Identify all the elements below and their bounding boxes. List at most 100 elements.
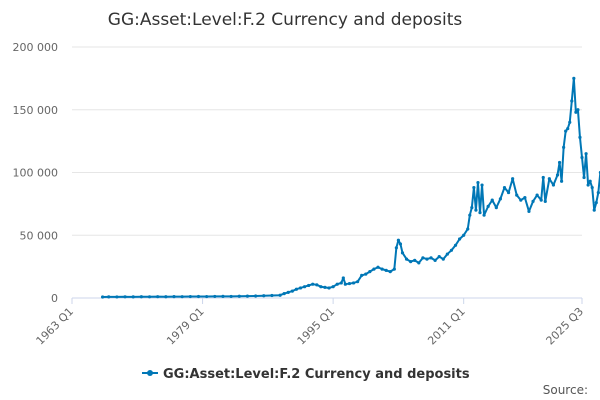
data-point[interactable] (237, 294, 241, 298)
data-point[interactable] (413, 258, 417, 262)
data-point[interactable] (547, 177, 551, 181)
data-point[interactable] (480, 183, 484, 187)
data-point[interactable] (592, 208, 596, 212)
data-point[interactable] (590, 185, 594, 190)
data-point[interactable] (588, 179, 592, 183)
data-point[interactable] (196, 294, 201, 299)
data-point[interactable] (472, 185, 476, 190)
data-point[interactable] (364, 272, 368, 276)
data-point[interactable] (566, 126, 570, 131)
data-point[interactable] (527, 209, 531, 214)
data-point[interactable] (568, 120, 572, 124)
data-point[interactable] (502, 185, 507, 190)
data-point[interactable] (555, 173, 560, 177)
data-point[interactable] (131, 295, 135, 299)
data-point[interactable] (468, 213, 472, 217)
data-point[interactable] (417, 261, 421, 265)
data-point[interactable] (557, 160, 562, 165)
data-point[interactable] (462, 233, 466, 237)
data-point[interactable] (562, 145, 566, 149)
data-point[interactable] (582, 175, 586, 180)
data-point[interactable] (535, 193, 539, 197)
data-point[interactable] (341, 276, 345, 280)
data-point[interactable] (453, 243, 458, 247)
data-point[interactable] (347, 281, 352, 286)
data-point[interactable] (572, 76, 576, 80)
data-point[interactable] (476, 180, 480, 185)
data-point[interactable] (307, 283, 311, 288)
data-point[interactable] (560, 179, 564, 183)
data-point[interactable] (421, 256, 425, 260)
data-point[interactable] (486, 204, 490, 208)
data-point[interactable] (570, 99, 574, 103)
data-point[interactable] (298, 286, 303, 290)
data-point[interactable] (466, 227, 470, 231)
data-point[interactable] (245, 294, 250, 298)
data-point[interactable] (392, 267, 396, 271)
data-point[interactable] (278, 293, 282, 297)
data-point[interactable] (356, 280, 360, 284)
data-point[interactable] (290, 289, 294, 293)
data-point[interactable] (490, 198, 494, 202)
data-point[interactable] (164, 295, 168, 299)
data-point[interactable] (376, 265, 380, 269)
data-point[interactable] (478, 211, 482, 215)
data-point[interactable] (294, 287, 298, 291)
data-point[interactable] (596, 190, 600, 195)
data-point[interactable] (339, 281, 343, 285)
data-point[interactable] (594, 201, 598, 205)
data-point[interactable] (156, 295, 160, 299)
data-point[interactable] (286, 290, 290, 294)
data-point[interactable] (180, 295, 184, 299)
data-point[interactable] (515, 193, 519, 197)
legend[interactable]: GG:Asset:Level:F.2 Currency and deposits (142, 367, 470, 382)
data-point[interactable] (123, 295, 127, 299)
data-point[interactable] (578, 135, 582, 139)
data-point[interactable] (474, 208, 478, 212)
data-point[interactable] (586, 183, 590, 187)
data-point[interactable] (580, 155, 584, 160)
data-point[interactable] (139, 295, 143, 299)
data-point[interactable] (506, 190, 511, 195)
data-point[interactable] (205, 294, 209, 299)
data-point[interactable] (101, 295, 105, 299)
data-point[interactable] (482, 213, 486, 217)
data-point[interactable] (270, 293, 274, 298)
data-point[interactable] (262, 294, 266, 298)
data-point[interactable] (409, 260, 413, 264)
data-point[interactable] (470, 206, 474, 210)
data-point[interactable] (221, 294, 225, 298)
data-point[interactable] (302, 285, 307, 289)
data-point[interactable] (229, 294, 233, 299)
data-point[interactable] (404, 257, 409, 261)
data-point[interactable] (315, 283, 319, 287)
data-point[interactable] (523, 196, 527, 200)
data-point[interactable] (254, 294, 258, 298)
data-point[interactable] (433, 258, 437, 262)
data-point[interactable] (519, 198, 523, 202)
data-point[interactable] (441, 257, 445, 261)
data-point[interactable] (147, 295, 152, 299)
data-point[interactable] (323, 285, 327, 289)
data-point[interactable] (331, 285, 335, 289)
data-point[interactable] (458, 237, 462, 241)
data-point[interactable] (384, 268, 388, 272)
data-point[interactable] (576, 108, 580, 112)
data-point[interactable] (396, 238, 400, 242)
data-point[interactable] (539, 198, 543, 202)
data-point[interactable] (574, 110, 578, 114)
data-point[interactable] (498, 197, 502, 201)
data-point[interactable] (368, 270, 372, 274)
data-point[interactable] (429, 256, 433, 260)
data-point[interactable] (319, 285, 323, 289)
data-point[interactable] (311, 282, 315, 286)
data-point[interactable] (564, 129, 568, 133)
data-point[interactable] (172, 295, 176, 299)
data-point[interactable] (531, 199, 535, 203)
data-point[interactable] (449, 248, 454, 252)
data-point[interactable] (437, 254, 441, 259)
data-point[interactable] (107, 295, 111, 299)
data-point[interactable] (388, 270, 392, 274)
data-point[interactable] (380, 267, 384, 271)
data-point[interactable] (372, 267, 376, 271)
